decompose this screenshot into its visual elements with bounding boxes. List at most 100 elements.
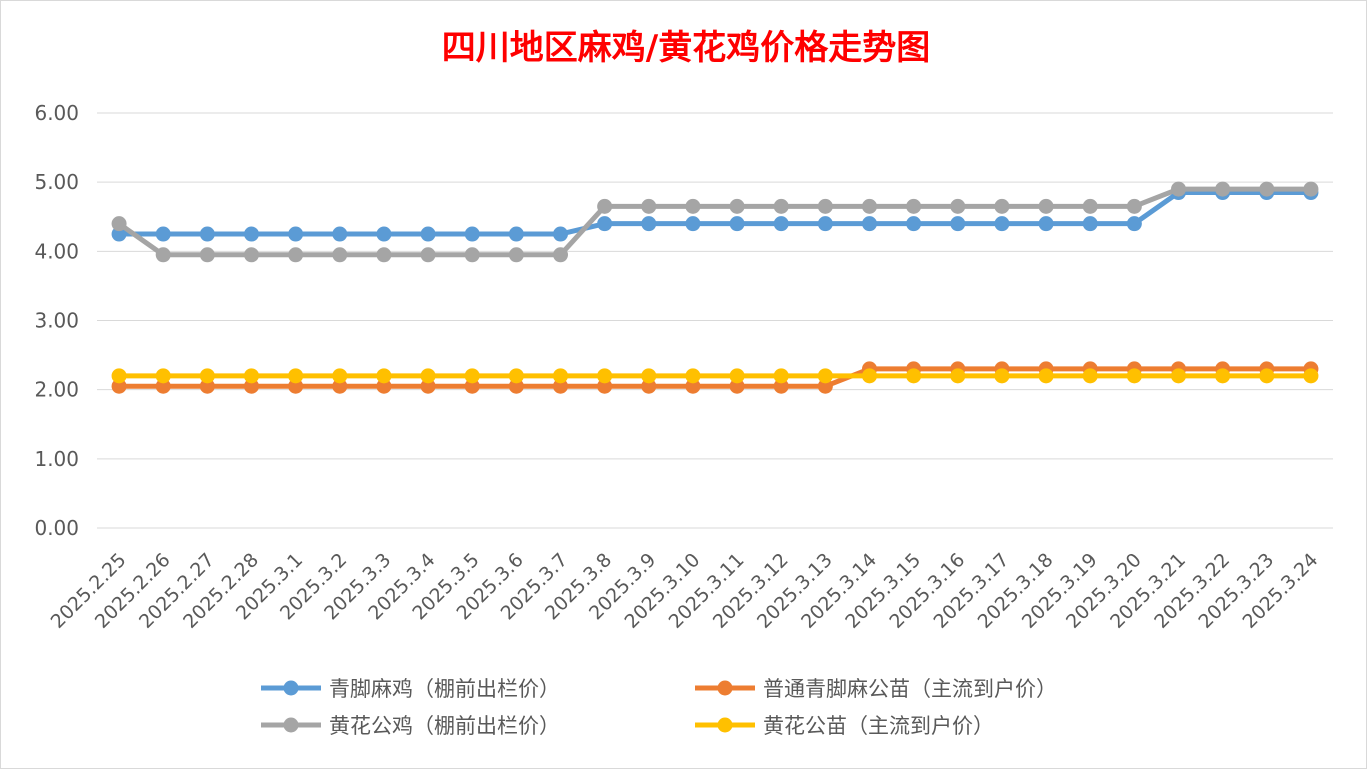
data-point [244, 226, 259, 242]
data-point [729, 368, 745, 384]
legend-item: 黄花公苗（主流到户价） [695, 714, 994, 738]
data-point [420, 368, 436, 384]
data-point [862, 216, 877, 232]
data-point [950, 216, 966, 232]
legend-item: 普通青脚麻公苗（主流到户价） [695, 677, 1057, 701]
data-point [1303, 368, 1319, 384]
data-point [332, 378, 348, 394]
series-line [119, 190, 1311, 237]
legend-marker [717, 680, 733, 696]
series-line [117, 186, 1311, 258]
legend-label: 黄花公苗（主流到户价） [763, 714, 994, 738]
legend-label: 青脚麻鸡（棚前出栏价） [329, 677, 560, 701]
data-point [376, 378, 392, 394]
data-point [729, 378, 745, 394]
data-point [641, 198, 657, 214]
legend-label: 普通青脚麻公苗（主流到户价） [763, 677, 1057, 701]
data-point [288, 378, 304, 394]
data-point [199, 226, 215, 242]
data-point [597, 368, 613, 384]
y-tick-label: 6.00 [34, 101, 79, 125]
data-point [950, 198, 966, 214]
data-point [553, 368, 568, 384]
data-point [1082, 368, 1098, 384]
legend-marker [283, 680, 299, 696]
data-point [332, 247, 348, 263]
data-point [288, 226, 304, 242]
series-3 [111, 368, 1319, 384]
data-point [420, 378, 436, 394]
y-tick-label: 3.00 [34, 309, 79, 333]
data-point [1038, 216, 1054, 232]
data-point [155, 378, 171, 394]
data-point [817, 216, 833, 232]
data-point [244, 368, 259, 384]
data-point [1303, 181, 1319, 197]
y-tick-label: 1.00 [34, 447, 79, 471]
data-point [862, 368, 877, 384]
data-point [597, 198, 613, 214]
data-point [553, 226, 568, 242]
data-point [420, 247, 436, 263]
y-tick-label: 0.00 [34, 516, 79, 540]
data-point [508, 378, 524, 394]
data-point [464, 378, 480, 394]
data-point [332, 368, 348, 384]
data-point [641, 378, 657, 394]
data-point [1126, 368, 1142, 384]
data-point [994, 216, 1010, 232]
data-point [817, 368, 833, 384]
series-lines [111, 181, 1319, 394]
series-0 [111, 185, 1319, 242]
data-point [155, 247, 171, 263]
chart-title: 四川地区麻鸡/黄花鸡价格走势图 [442, 28, 930, 68]
y-tick-label: 2.00 [34, 378, 79, 402]
data-point [111, 216, 127, 232]
data-point [862, 198, 877, 214]
data-point [685, 368, 701, 384]
data-point [685, 198, 701, 214]
data-point [1126, 198, 1142, 214]
data-point [464, 247, 480, 263]
data-point [685, 216, 701, 232]
data-point [508, 368, 524, 384]
data-point [1171, 368, 1186, 384]
data-point [773, 198, 789, 214]
data-point [199, 378, 215, 394]
data-point [332, 226, 348, 242]
data-point [906, 198, 922, 214]
legend: 青脚麻鸡（棚前出栏价） 普通青脚麻公苗（主流到户价） 黄花公鸡（棚前出栏价） 黄花公苗… [261, 677, 1057, 738]
data-point [817, 198, 833, 214]
data-point [464, 226, 480, 242]
data-point [1215, 368, 1231, 384]
data-point [376, 247, 392, 263]
legend-marker [717, 717, 733, 733]
legend-marker [283, 717, 299, 733]
data-point [773, 378, 789, 394]
data-point [994, 198, 1010, 214]
data-point [111, 378, 127, 394]
data-point [597, 216, 613, 232]
data-point [994, 368, 1010, 384]
data-point [597, 378, 613, 394]
data-point [729, 198, 745, 214]
data-point [1126, 216, 1142, 232]
data-point [464, 368, 480, 384]
data-point [420, 226, 436, 242]
data-point [553, 378, 568, 394]
data-point [244, 247, 259, 263]
y-axis-tick-labels: 0.00 1.00 2.00 3.00 4.00 5.00 6.00 [34, 101, 79, 540]
y-tick-label: 4.00 [34, 239, 79, 263]
data-point [1038, 368, 1054, 384]
series-2 [111, 181, 1319, 263]
data-point [817, 378, 833, 394]
data-point [155, 226, 171, 242]
data-point [288, 247, 304, 263]
data-point [553, 247, 568, 263]
series-line [119, 366, 1311, 389]
data-point [1082, 198, 1098, 214]
data-point [641, 216, 657, 232]
legend-item: 青脚麻鸡（棚前出栏价） [261, 677, 560, 701]
